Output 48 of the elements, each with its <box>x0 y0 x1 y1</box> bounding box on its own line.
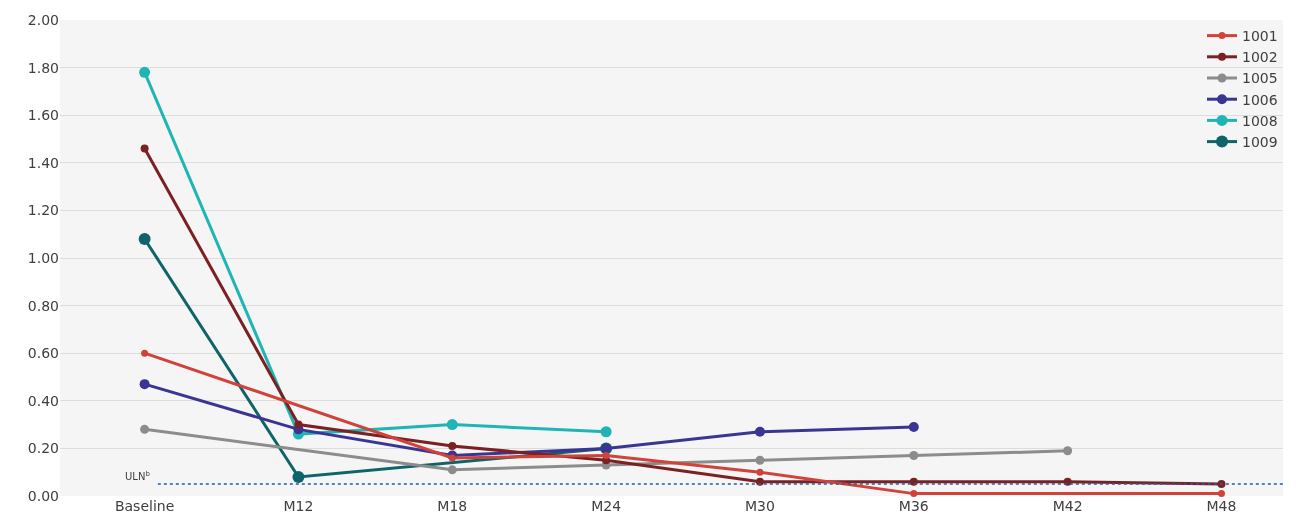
y-tick-label: 2.00 <box>27 11 59 28</box>
point <box>140 424 150 434</box>
legend-label: 1005 <box>1242 70 1278 87</box>
point <box>602 452 610 460</box>
x-tick-label: Baseline <box>114 498 175 514</box>
y-tick-label: 1.40 <box>27 154 59 171</box>
x-tick-label: M48 <box>1206 498 1237 514</box>
point <box>139 66 151 78</box>
point <box>292 470 305 483</box>
x-tick-label: M30 <box>745 498 775 514</box>
x-tick-label: M24 <box>591 498 622 514</box>
x-tick-label: M18 <box>437 498 468 514</box>
point <box>294 420 303 429</box>
x-tick-label: M36 <box>898 498 929 514</box>
y-tick-label: 1.60 <box>27 107 59 124</box>
y-tick-label: 0.20 <box>27 440 59 457</box>
point <box>448 454 456 462</box>
point <box>140 144 149 153</box>
point <box>138 232 151 245</box>
point <box>755 455 765 465</box>
x-tick-label: M12 <box>283 498 314 514</box>
point <box>908 421 919 432</box>
x-tick-label: M42 <box>1052 498 1083 514</box>
point <box>754 426 765 437</box>
y-tick-label: 0.60 <box>27 345 59 362</box>
point <box>448 442 457 451</box>
y-tick-label: 1.20 <box>27 202 59 219</box>
point <box>600 426 612 438</box>
point <box>139 379 150 390</box>
legend-label: 1001 <box>1242 28 1278 45</box>
y-tick-label: 0.80 <box>27 297 59 314</box>
ref-line-label: ULN$^{b}$ <box>125 470 151 483</box>
y-tick-label: 0.00 <box>27 487 59 504</box>
y-tick-label: 1.80 <box>27 59 59 76</box>
legend-label: 1009 <box>1242 134 1278 151</box>
point <box>756 468 764 476</box>
point <box>446 419 458 431</box>
y-tick-label: 1.00 <box>27 249 59 266</box>
point <box>447 465 457 475</box>
point <box>1063 446 1073 456</box>
legend-label: 1002 <box>1242 49 1278 66</box>
legend-label: 1006 <box>1242 91 1278 108</box>
point <box>1217 490 1225 498</box>
point <box>909 451 919 461</box>
y-tick-label: 0.40 <box>27 392 59 409</box>
point <box>141 349 149 357</box>
point <box>910 490 918 498</box>
legend-label: 1008 <box>1242 112 1278 129</box>
